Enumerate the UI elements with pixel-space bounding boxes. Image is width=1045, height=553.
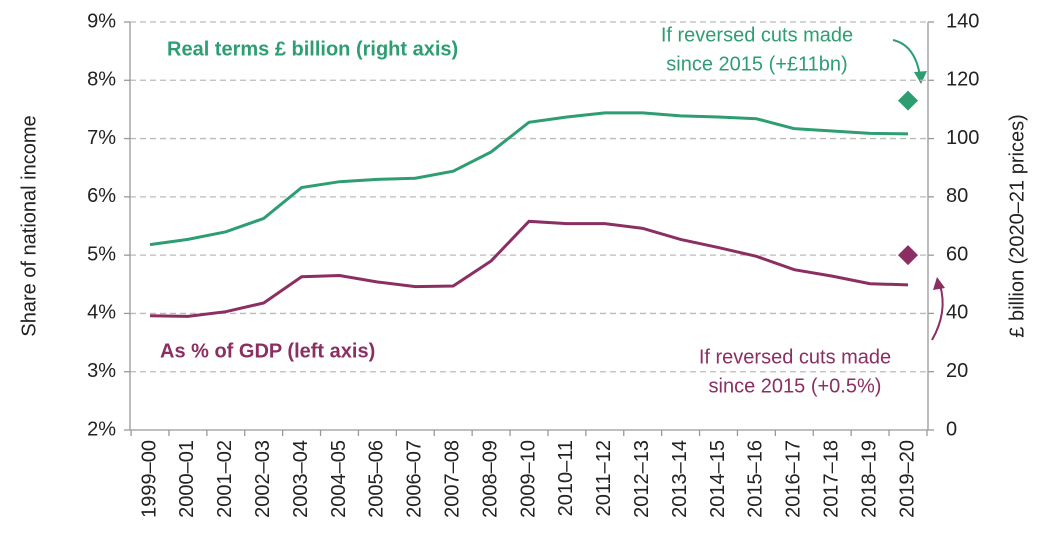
- y2-tick-label: 60: [946, 243, 968, 265]
- y-tick-label: 3%: [87, 360, 116, 382]
- series-label: As % of GDP (left axis): [160, 340, 375, 362]
- y2-tick-label: 40: [946, 302, 968, 324]
- y-tick-label: 9%: [87, 10, 116, 32]
- x-tick-label: 2000–01: [176, 440, 198, 518]
- x-tick-label: 2006–07: [404, 440, 426, 518]
- annotation-arrow: [892, 39, 921, 77]
- x-tick-label: 2002–03: [252, 440, 274, 518]
- x-tick-label: 2001–02: [214, 440, 236, 518]
- diamond-marker: [898, 245, 918, 266]
- x-tick-label: 2010–11: [555, 440, 577, 516]
- x-tick-label: 1999–00: [138, 440, 160, 518]
- x-tick-label: 2007–08: [441, 440, 463, 518]
- x-tick-label: 2018–19: [858, 440, 880, 518]
- y-axis-title: Share of national income: [18, 115, 40, 336]
- y-tick-label: 5%: [87, 243, 116, 265]
- x-tick-label: 2019–20: [896, 440, 918, 518]
- y-tick-label: 7%: [87, 127, 116, 149]
- y-tick-label: 2%: [87, 418, 116, 440]
- annotation: If reversed cuts made: [661, 24, 853, 46]
- series-line: [149, 219, 909, 318]
- x-tick-label: 2008–09: [479, 440, 501, 518]
- y2-tick-label: 0: [946, 418, 957, 440]
- y-tick-label: 6%: [87, 185, 116, 207]
- annotation: If reversed cuts made: [699, 346, 891, 368]
- annotation: since 2015 (+0.5%): [709, 375, 882, 397]
- x-tick-label: 2009–10: [517, 440, 539, 518]
- y2-tick-label: 80: [946, 185, 968, 207]
- series-label: Real terms £ billion (right axis): [167, 38, 458, 60]
- x-tick-label: 2015–16: [745, 440, 767, 518]
- y-tick-label: 4%: [87, 302, 116, 324]
- x-tick-label: 2016–17: [783, 440, 805, 518]
- x-tick-label: 2013–14: [669, 440, 691, 518]
- annotation-arrow: [931, 284, 944, 341]
- y2-tick-label: 20: [946, 360, 968, 382]
- x-tick-label: 2004–05: [328, 440, 350, 518]
- annotation-arrowhead: [933, 277, 945, 290]
- x-tick-label: 2017–18: [820, 440, 842, 518]
- y2-tick-label: 140: [946, 10, 979, 32]
- x-tick-label: 2012–13: [631, 440, 653, 518]
- series-line: [149, 111, 909, 247]
- y2-axis-title: £ billion (2020–21 prices): [1006, 114, 1028, 337]
- y-tick-label: 8%: [87, 69, 116, 91]
- annotation-arrowhead: [914, 71, 927, 84]
- x-tick-label: 2005–06: [366, 440, 388, 518]
- annotation: since 2015 (+£11bn): [666, 53, 847, 75]
- y2-tick-label: 100: [946, 127, 979, 149]
- x-tick-label: 2011–12: [593, 440, 615, 516]
- diamond-marker: [898, 90, 918, 111]
- y2-tick-label: 120: [946, 69, 979, 91]
- x-tick-label: 2014–15: [707, 440, 729, 518]
- x-tick-label: 2003–04: [290, 440, 312, 518]
